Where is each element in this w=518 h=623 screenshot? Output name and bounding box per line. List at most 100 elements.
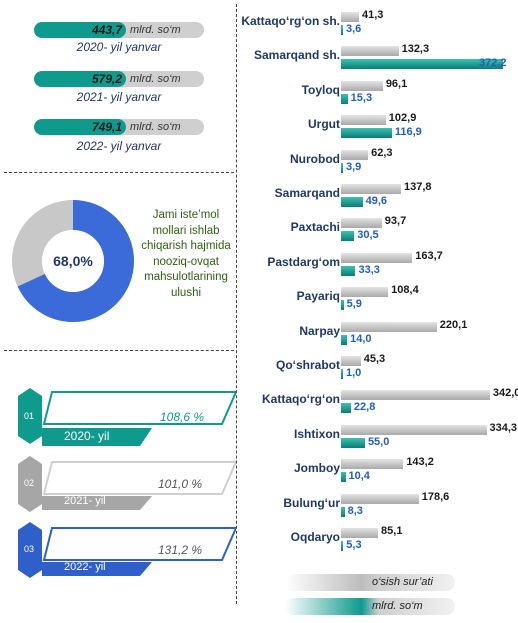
bar-growth <box>341 12 359 22</box>
summary-pill-unit: mlrd. so‘m <box>130 121 181 133</box>
category-label: Samarqand <box>274 186 340 200</box>
category-label: Ishtixon <box>293 426 340 441</box>
growth-year-band-2021 <box>42 496 152 510</box>
summary-pill-2021: 579,2 mlrd. so‘m <box>34 71 204 87</box>
bar-value <box>341 128 392 139</box>
bar-growth <box>341 115 386 126</box>
bar-growth-label: 85,1 <box>381 525 403 537</box>
bar-value-label: 116,9 <box>394 126 422 139</box>
bar-growth-label: 45,3 <box>363 353 386 365</box>
donut-center-label: 68,0% <box>53 253 93 269</box>
summary-pill-2020: 443,7 mlrd. so‘m <box>34 22 204 38</box>
growth-year-2022: 2022- yil <box>64 561 106 573</box>
bar-growth-label: 137,8 <box>403 181 432 193</box>
bar-value <box>341 59 503 70</box>
bar-value-label: 49,6 <box>365 195 387 207</box>
bar-growth-label: 62,3 <box>371 146 393 159</box>
bar-value-label: 33,3 <box>358 263 380 276</box>
bar-value <box>341 472 346 483</box>
category-label: Urgut <box>308 117 340 132</box>
category-label: Pastdarg‘om <box>267 254 340 269</box>
category-label: Kattaqo‘rg‘on sh. <box>241 14 340 28</box>
bar-value <box>341 231 355 242</box>
growth-year-band-2020 <box>42 428 152 446</box>
bar-value <box>341 93 348 104</box>
bar-growth <box>341 46 399 57</box>
growth-year-band-2022 <box>42 562 152 576</box>
category-label: Toyloq <box>301 82 340 97</box>
summary-caption-2022: 2022- yil yanvar <box>76 139 162 153</box>
bar-value <box>341 162 343 173</box>
bar-value-label: 14,0 <box>350 332 372 345</box>
bar-growth-label: 178,6 <box>421 490 450 503</box>
bar-growth <box>341 287 389 298</box>
horizontal-divider-top <box>4 172 234 173</box>
bar-value <box>341 197 363 207</box>
category-label: Qo‘shrabot <box>275 358 340 372</box>
bar-growth <box>341 424 487 435</box>
category-label: Narpay <box>299 323 340 338</box>
bar-growth <box>341 321 437 332</box>
bar-growth <box>341 218 382 229</box>
bar-growth-label: 163,7 <box>415 249 443 262</box>
vertical-divider <box>236 4 237 604</box>
bar-growth <box>341 459 404 470</box>
legend-growth-swatch <box>285 574 455 591</box>
category-label: Bulung‘ur <box>283 495 340 510</box>
donut-share-segment <box>12 200 134 322</box>
bar-growth-label: 108,4 <box>391 284 419 297</box>
summary-pill-fill <box>34 119 126 135</box>
legend-value-label: mlrd. so‘m <box>372 600 423 612</box>
category-label: Oqdaryo <box>290 530 340 544</box>
growth-year-2020: 2020- yil <box>64 429 110 443</box>
summary-pill-value: 749,1 <box>91 120 122 134</box>
summary-pill-fill <box>34 22 126 38</box>
growth-badge-2020 <box>18 388 42 444</box>
bar-growth-label: 342,0 <box>492 387 518 400</box>
donut-chart: 68,0% <box>12 200 134 322</box>
category-label: Nurobod <box>290 151 340 166</box>
bar-growth-label: 220,1 <box>439 318 468 331</box>
category-label: Jomboy <box>293 461 340 476</box>
bar-value-label: 5,3 <box>346 539 362 551</box>
summary-pill-unit: mlrd. so‘m <box>130 24 181 36</box>
donut-hole <box>42 230 104 292</box>
bar-growth <box>341 528 379 538</box>
category-label: Samarqand sh. <box>253 48 340 63</box>
bar-value <box>341 25 343 35</box>
category-label: Kattaqo‘rg‘on <box>262 392 340 407</box>
bar-value-label: 1,0 <box>346 367 362 379</box>
growth-number-2022: 03 <box>24 544 35 554</box>
growth-value-2020: 108,6 % <box>160 410 205 424</box>
bar-growth-label: 41,3 <box>361 9 384 21</box>
bar-growth-label: 102,9 <box>388 112 417 125</box>
bar-value <box>341 437 365 448</box>
bar-value <box>341 369 343 379</box>
summary-caption-2021: 2021- yil yanvar <box>76 90 162 104</box>
bar-growth <box>341 184 401 194</box>
bar-value <box>341 334 348 345</box>
bar-growth-label: 334,3 <box>489 421 518 434</box>
bar-growth-label: 132,3 <box>401 43 430 56</box>
summary-pill-fill <box>34 71 126 87</box>
bar-value <box>341 403 351 414</box>
growth-badge-2022 <box>18 522 42 578</box>
summary-pill-value: 443,7 <box>91 23 122 37</box>
category-label: Payariq <box>296 289 340 304</box>
growth-number-2020: 01 <box>24 411 35 421</box>
bar-growth-label: 96,1 <box>385 77 408 90</box>
bar-value-label: 372,2 <box>479 57 507 70</box>
bar-value-label: 22,8 <box>353 401 376 414</box>
bar-value <box>341 506 345 517</box>
growth-year-2021: 2021- yil <box>64 495 106 507</box>
bar-value-label: 55,0 <box>367 435 390 448</box>
bar-growth-label: 93,7 <box>384 215 407 228</box>
legend-growth-label: o‘sish sur’ati <box>372 576 433 588</box>
bar-growth <box>341 149 369 160</box>
bar-value <box>341 265 356 276</box>
bar-growth <box>341 356 361 366</box>
growth-ribbon-2022 <box>42 527 236 561</box>
bar-value-label: 3,6 <box>346 23 362 35</box>
growth-ribbons <box>18 388 236 578</box>
bar-growth <box>341 493 419 504</box>
